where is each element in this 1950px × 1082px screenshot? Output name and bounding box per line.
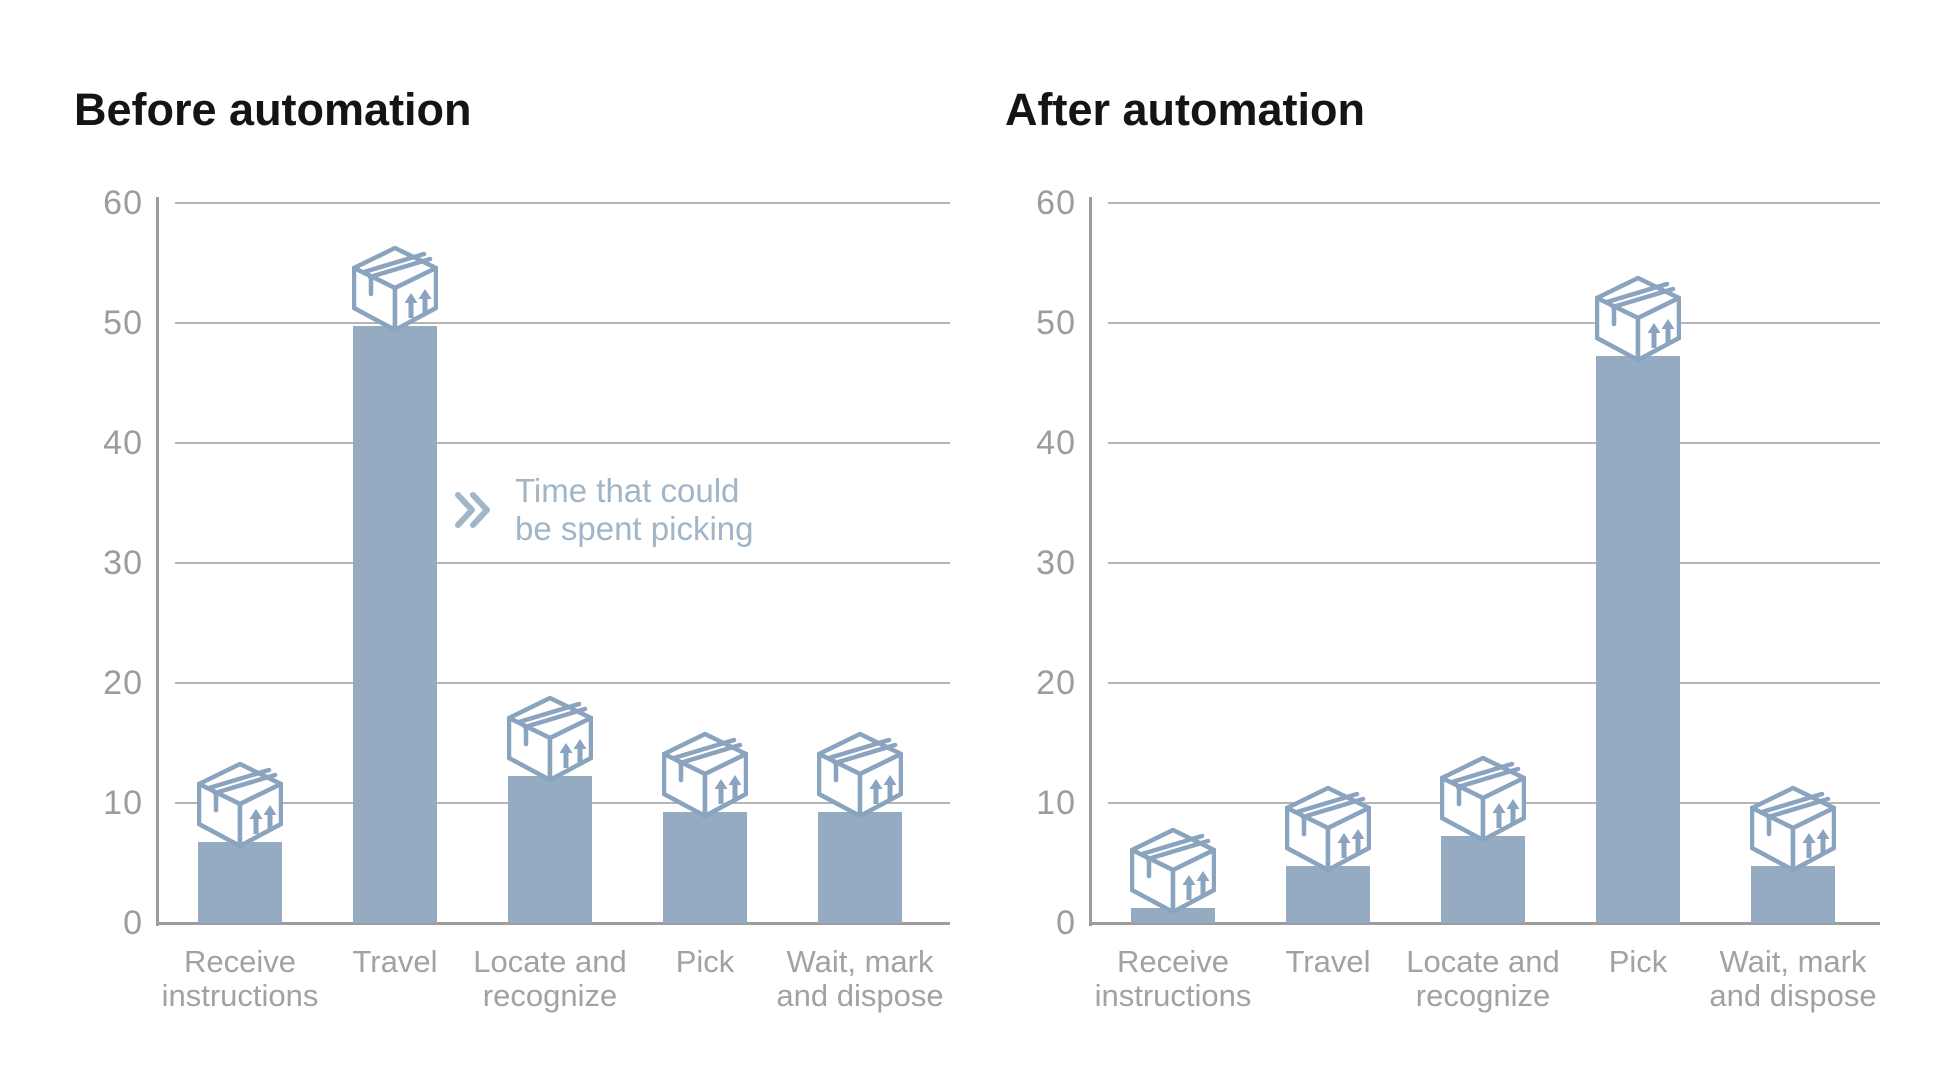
cardboard-box-icon — [816, 731, 904, 824]
x-category-label: Locate and recognize — [1398, 945, 1568, 1013]
cardboard-box-icon — [1749, 785, 1837, 878]
x-category-label-line: Pick — [1608, 944, 1668, 979]
x-category-label: Wait, mark and dispose — [775, 945, 945, 1013]
x-category-label-line: recognize — [1415, 978, 1551, 1013]
x-category-label: Wait, mark and dispose — [1708, 945, 1878, 1013]
y-tick-label-60: 60 — [103, 184, 143, 222]
annotation-line1: Time that could — [515, 472, 740, 509]
gridline-60 — [1108, 202, 1880, 204]
double-chevron-right-icon — [455, 492, 490, 528]
gridline-20 — [1108, 682, 1880, 684]
annotation-time-picking: Time that could be spent picking — [453, 472, 754, 548]
x-axis-baseline — [156, 922, 950, 925]
x-category-label: Pick — [620, 945, 790, 979]
cardboard-box-icon — [1284, 785, 1372, 878]
y-tick-label-0: 0 — [1056, 904, 1076, 942]
annotation-text: Time that could be spent picking — [515, 472, 754, 548]
x-category-label-line: Receive — [1117, 944, 1229, 979]
x-category-label-line: Travel — [1285, 944, 1371, 979]
chart-before-plot: 0 10 20 30 40 50 60 Receive instructions Travel Lo… — [103, 186, 950, 1013]
y-tick-label-60: 60 — [1036, 184, 1076, 222]
bar-wait-mark-and-dispose — [818, 812, 902, 923]
bar-receive-instructions — [1131, 908, 1215, 923]
y-tick-label-40: 40 — [1036, 424, 1076, 462]
gridline-50 — [1108, 322, 1880, 324]
x-category-label-line: and dispose — [1709, 978, 1877, 1013]
x-category-label: Receive instructions — [1088, 945, 1258, 1013]
cardboard-box-icon — [1129, 827, 1217, 920]
bar-locate-and-recognize — [1441, 836, 1525, 923]
bar-pick — [663, 812, 747, 923]
x-axis-baseline — [1089, 922, 1880, 925]
y-tick-label-0: 0 — [123, 904, 143, 942]
y-tick-label-10: 10 — [103, 784, 143, 822]
y-tick-label-30: 30 — [103, 544, 143, 582]
y-axis-line — [1089, 197, 1092, 926]
x-category-label-line: Wait, mark — [1719, 944, 1867, 979]
x-category-label-line: Locate and — [473, 944, 627, 979]
gridline-40 — [1108, 442, 1880, 444]
cardboard-box-icon — [1594, 275, 1682, 368]
gridline-50 — [175, 322, 950, 324]
bar-travel — [353, 326, 437, 923]
x-category-label: Travel — [1243, 945, 1413, 979]
x-category-label: Travel — [310, 945, 480, 979]
x-category-label: Locate and recognize — [465, 945, 635, 1013]
gridline-20 — [175, 682, 950, 684]
x-category-label-line: Wait, mark — [786, 944, 934, 979]
x-category-label-line: recognize — [482, 978, 618, 1013]
annotation-line2: be spent picking — [515, 510, 754, 547]
gridline-60 — [175, 202, 950, 204]
bar-receive-instructions — [198, 842, 282, 923]
y-tick-label-50: 50 — [1036, 304, 1076, 342]
chart-title-after: After automation — [1005, 84, 1365, 135]
x-category-label-line: Pick — [675, 944, 735, 979]
y-axis-line — [156, 197, 159, 926]
x-category-label: Receive instructions — [155, 945, 325, 1013]
cardboard-box-icon — [506, 695, 594, 788]
gridline-30 — [1108, 562, 1880, 564]
x-category-label-line: instructions — [1094, 978, 1252, 1013]
chart-title-before: Before automation — [74, 84, 472, 135]
x-category-label-line: Locate and — [1406, 944, 1560, 979]
y-tick-label-40: 40 — [103, 424, 143, 462]
x-category-label-line: and dispose — [776, 978, 944, 1013]
bar-travel — [1286, 866, 1370, 923]
cardboard-box-icon — [1439, 755, 1527, 848]
x-category-label: Pick — [1553, 945, 1723, 979]
bar-locate-and-recognize — [508, 776, 592, 923]
x-category-label-line: Receive — [184, 944, 296, 979]
y-tick-label-30: 30 — [1036, 544, 1076, 582]
bar-pick — [1596, 356, 1680, 923]
cardboard-box-icon — [661, 731, 749, 824]
cardboard-box-icon — [351, 245, 439, 338]
gridline-40 — [175, 442, 950, 444]
chart-after-plot: 0 10 20 30 40 50 60 Receive instructions Travel Lo… — [1036, 186, 1880, 1013]
gridline-30 — [175, 562, 950, 564]
bar-wait-mark-and-dispose — [1751, 866, 1835, 923]
x-category-label-line: Travel — [352, 944, 438, 979]
y-tick-label-20: 20 — [103, 664, 143, 702]
y-tick-label-20: 20 — [1036, 664, 1076, 702]
x-category-label-line: instructions — [161, 978, 319, 1013]
y-tick-label-50: 50 — [103, 304, 143, 342]
y-tick-label-10: 10 — [1036, 784, 1076, 822]
cardboard-box-icon — [196, 761, 284, 854]
